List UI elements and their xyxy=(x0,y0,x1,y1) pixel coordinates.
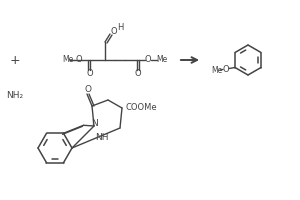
Text: NH: NH xyxy=(95,134,109,142)
Text: O: O xyxy=(135,70,141,78)
Text: N: N xyxy=(92,118,98,128)
Text: O: O xyxy=(76,54,82,64)
Text: Me: Me xyxy=(212,66,223,75)
Text: +: + xyxy=(10,53,20,66)
Text: O: O xyxy=(85,84,92,94)
Text: O: O xyxy=(223,65,229,74)
Text: NH₂: NH₂ xyxy=(6,90,23,99)
Text: O: O xyxy=(87,70,93,78)
Text: COOMe: COOMe xyxy=(126,102,158,112)
Text: Me: Me xyxy=(156,54,168,64)
Text: O: O xyxy=(145,54,151,64)
Text: Me: Me xyxy=(62,54,74,64)
Text: H: H xyxy=(117,23,123,32)
Text: O: O xyxy=(111,26,117,36)
